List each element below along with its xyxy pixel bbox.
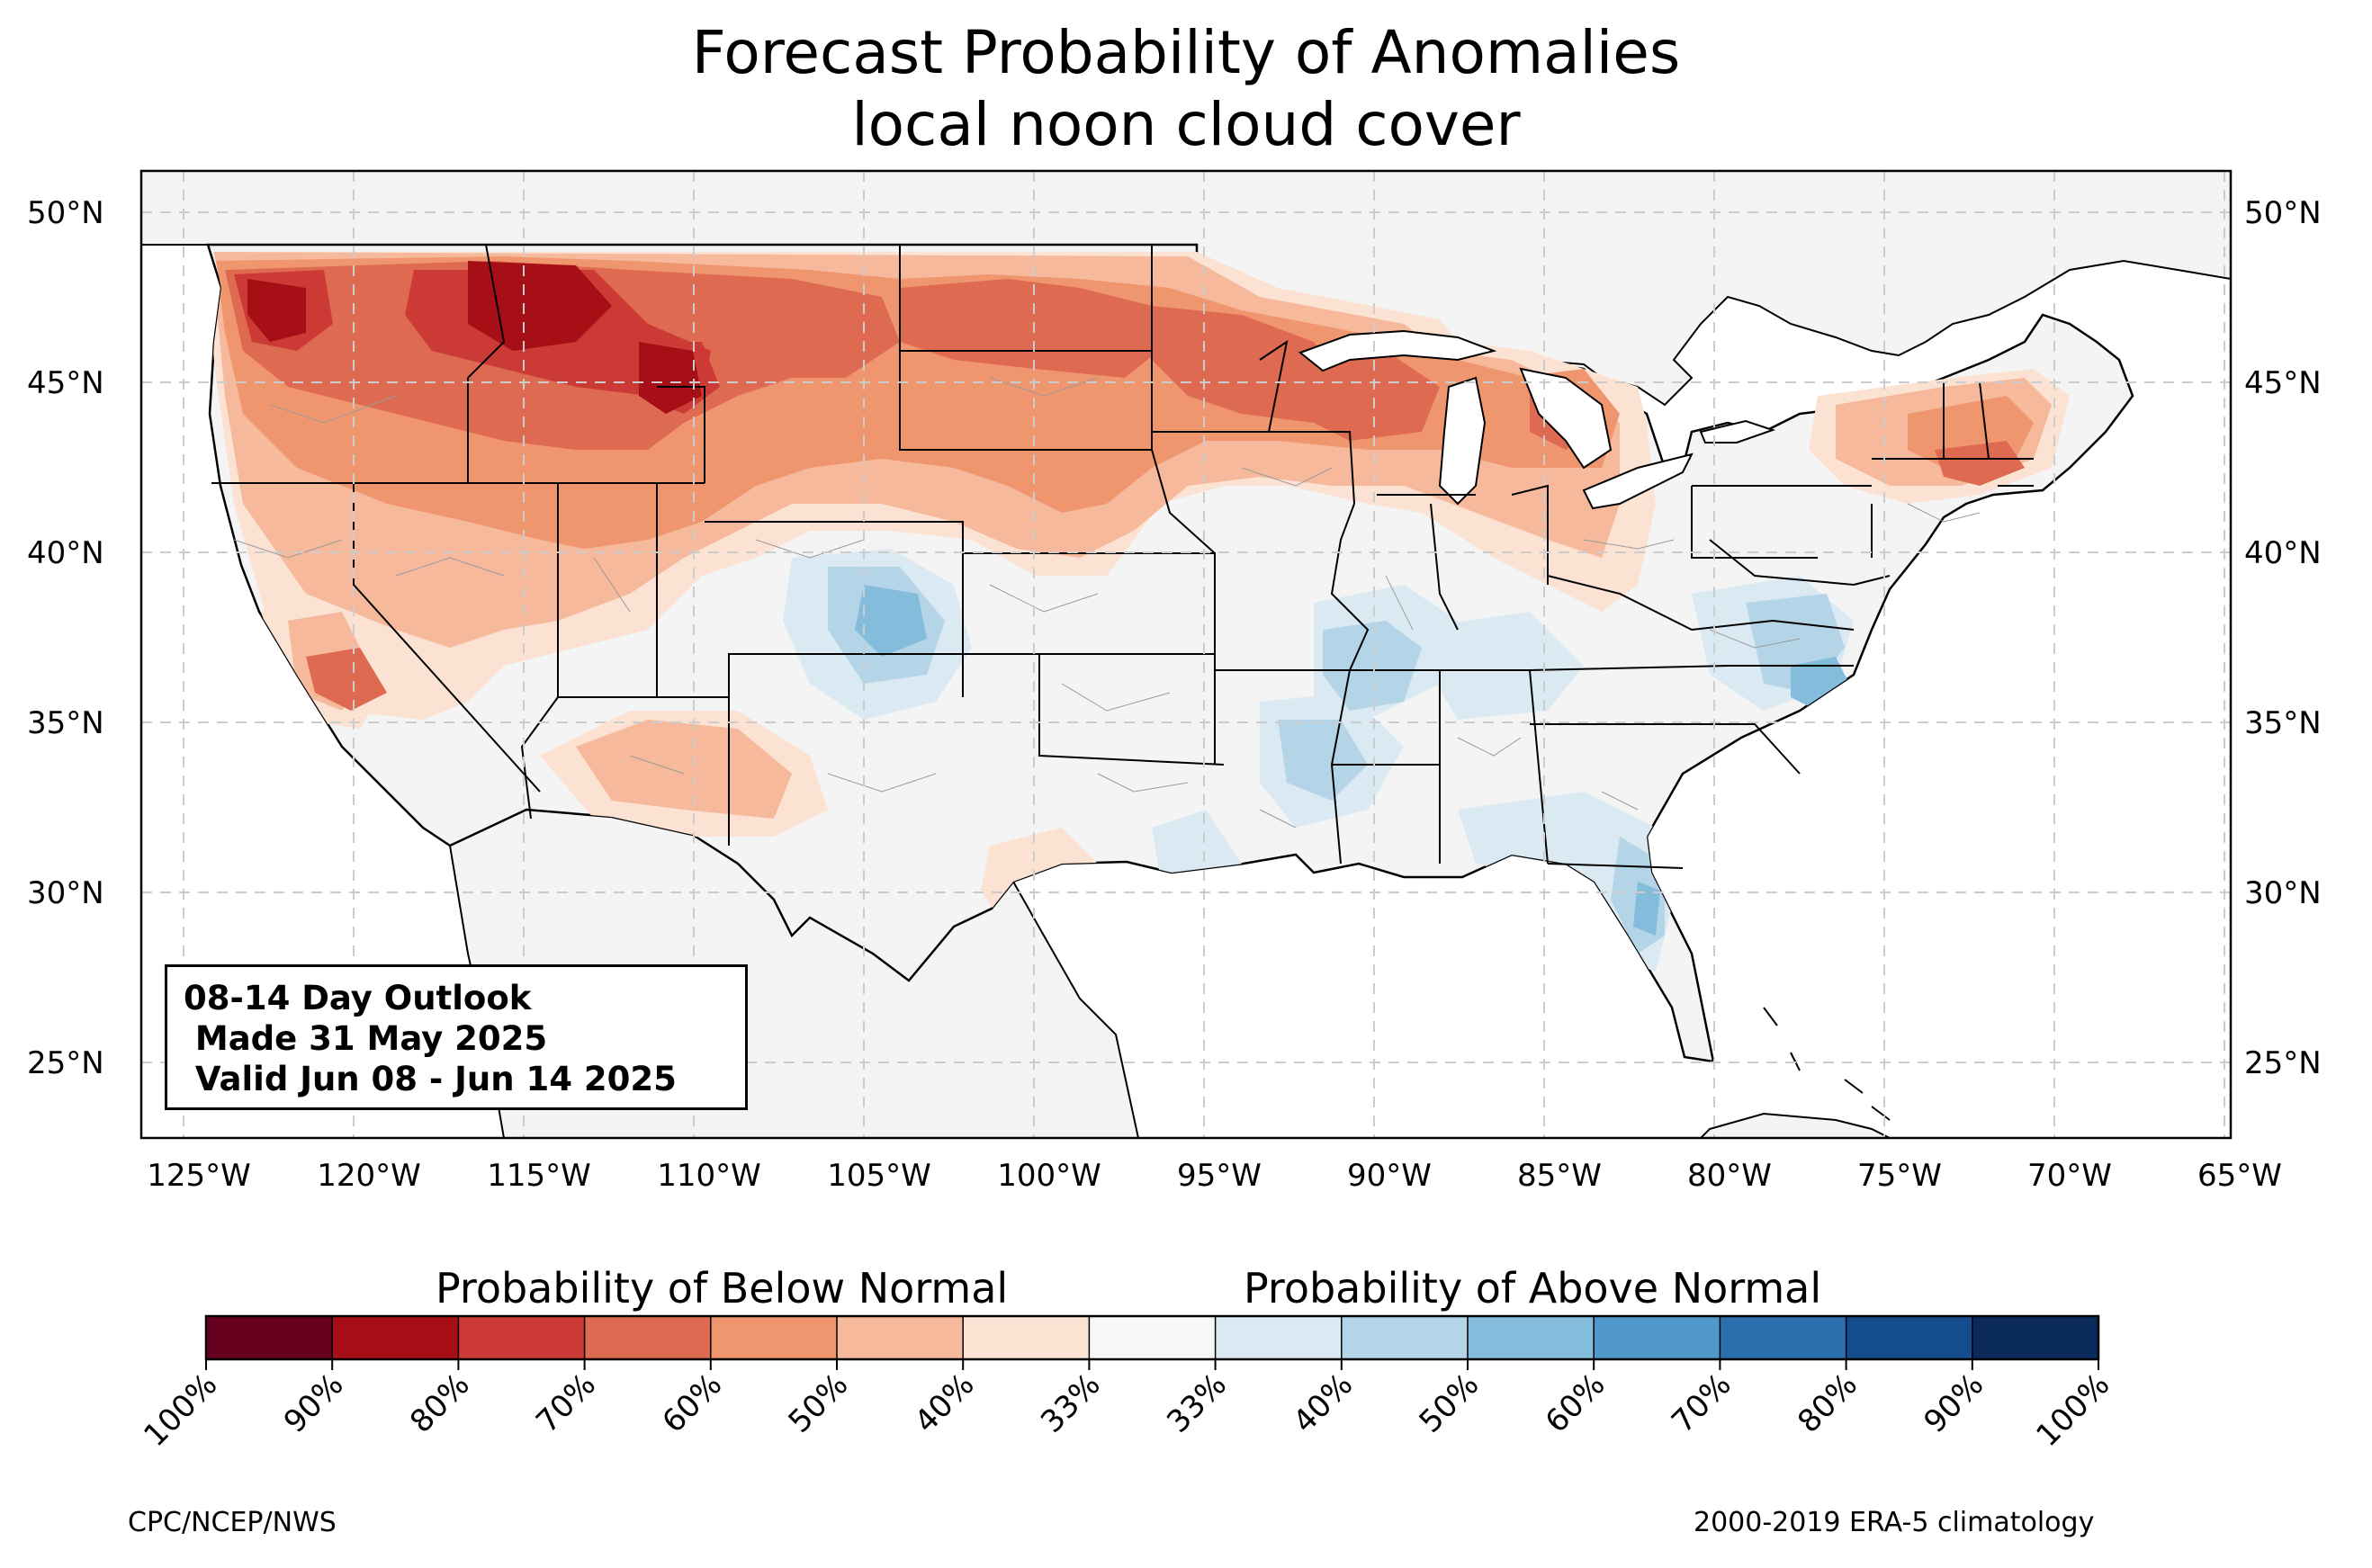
lon-label-65: 65°W xyxy=(2197,1158,2282,1194)
colorbar-swatch xyxy=(1468,1316,1595,1359)
colorbar-tick-label: 70% xyxy=(529,1366,603,1440)
lat-label-45-left: 45°N xyxy=(27,365,104,401)
below-normal-label: Probability of Below Normal xyxy=(436,1264,1009,1313)
lat-label-45-right: 45°N xyxy=(2244,365,2322,401)
lon-label-100: 100°W xyxy=(997,1158,1101,1194)
chart-title: Forecast Probability of Anomalies xyxy=(691,18,1681,87)
lake-erie xyxy=(1582,452,1694,510)
lat-axis-right: 50°N 45°N 40°N 35°N 30°N 25°N xyxy=(2244,195,2322,1081)
lat-label-30-left: 30°N xyxy=(27,875,104,911)
colorbar-tick-label: 33% xyxy=(1160,1366,1234,1440)
lon-label-110: 110°W xyxy=(657,1158,761,1194)
state-borders xyxy=(211,244,2034,869)
graticule xyxy=(141,171,2231,1138)
colorbar-tick-label: 100% xyxy=(137,1366,224,1454)
colorbar-swatch xyxy=(963,1316,1090,1359)
lon-label-95: 95°W xyxy=(1177,1158,1262,1194)
colorbar-swatch xyxy=(710,1316,838,1359)
map-frame xyxy=(139,169,2233,1140)
lon-label-120: 120°W xyxy=(317,1158,421,1194)
colorbar-tick-label: 100% xyxy=(2029,1366,2116,1454)
lat-label-35-left: 35°N xyxy=(27,705,104,741)
chart-subtitle: local noon cloud cover xyxy=(851,90,1521,159)
lon-label-85: 85°W xyxy=(1517,1158,1602,1194)
lon-label-105: 105°W xyxy=(827,1158,931,1194)
colorbar-swatch xyxy=(1720,1316,1847,1359)
colorbar-swatch xyxy=(332,1316,459,1359)
colorbar-tick-label: 80% xyxy=(403,1366,477,1440)
outlook-made-date: Made 31 May 2025 xyxy=(184,1019,548,1058)
lat-label-35-right: 35°N xyxy=(2244,705,2322,741)
lon-label-75: 75°W xyxy=(1857,1158,1942,1194)
colorbar-swatch xyxy=(1215,1316,1343,1359)
colorbar-tick-label: 60% xyxy=(1539,1366,1613,1440)
lat-axis-left: 50°N 45°N 40°N 35°N 30°N 25°N xyxy=(27,195,104,1081)
colorbar-tick-label: 50% xyxy=(1413,1366,1487,1440)
lon-label-70: 70°W xyxy=(2027,1158,2112,1194)
credit-right: 2000-2019 ERA-5 climatology xyxy=(1694,1507,2095,1538)
lat-label-25-left: 25°N xyxy=(27,1045,104,1081)
colorbar-swatches xyxy=(206,1316,2099,1359)
great-lakes xyxy=(1298,329,1776,510)
county-borders xyxy=(233,377,1981,829)
colorbar-swatch xyxy=(837,1316,964,1359)
colorbar-swatch xyxy=(206,1316,333,1359)
lat-label-25-right: 25°N xyxy=(2244,1045,2322,1081)
lat-label-40-left: 40°N xyxy=(27,535,104,571)
outlook-info-box: 08-14 Day Outlook Made 31 May 2025 Valid… xyxy=(165,964,748,1110)
colorbar-tick-label: 90% xyxy=(1917,1366,1990,1440)
colorbar-swatch xyxy=(1846,1316,1973,1359)
colorbar-tick-label: 90% xyxy=(277,1366,351,1440)
lon-label-115: 115°W xyxy=(487,1158,591,1194)
colorbar-tick-label: 50% xyxy=(782,1366,856,1440)
credit-left: CPC/NCEP/NWS xyxy=(128,1507,337,1538)
lon-label-90: 90°W xyxy=(1347,1158,1432,1194)
colorbar-swatch xyxy=(1972,1316,2099,1359)
colorbar-swatch xyxy=(1089,1316,1217,1359)
lon-label-80: 80°W xyxy=(1687,1158,1772,1194)
colorbar-ticks: 100% 90% 80% 70% 60% 50% 40% 33% 33% 40% 50% 60% 70%… xyxy=(137,1359,2116,1454)
colorbar-swatch xyxy=(458,1316,586,1359)
lon-axis: 125°W 120°W 115°W 110°W 105°W 100°W 95°W… xyxy=(147,1158,2282,1194)
colorbar-swatch xyxy=(1341,1316,1469,1359)
colorbar: 100% 90% 80% 70% 60% 50% 40% 33% 33% 40% 50% 60% 70%… xyxy=(137,1314,2116,1454)
lon-label-125: 125°W xyxy=(147,1158,251,1194)
outlook-valid-range: Valid Jun 08 - Jun 14 2025 xyxy=(184,1060,677,1098)
colorbar-tick-label: 40% xyxy=(908,1366,982,1440)
lake-ontario xyxy=(1699,419,1776,444)
colorbar-tick-label: 70% xyxy=(1665,1366,1739,1440)
colorbar-tick-label: 60% xyxy=(655,1366,729,1440)
lat-label-40-right: 40°N xyxy=(2244,535,2322,571)
lat-label-30-right: 30°N xyxy=(2244,875,2322,911)
colorbar-swatch xyxy=(584,1316,712,1359)
colorbar-tick-label: 33% xyxy=(1034,1366,1108,1440)
colorbar-swatch xyxy=(1594,1316,1721,1359)
colorbar-frame xyxy=(204,1314,2100,1361)
lat-label-50-right: 50°N xyxy=(2244,195,2322,231)
lake-superior xyxy=(1298,329,1497,372)
above-normal-label: Probability of Above Normal xyxy=(1244,1264,1822,1313)
colorbar-tick-label: 80% xyxy=(1791,1366,1864,1440)
outlook-period: 08-14 Day Outlook xyxy=(184,979,532,1017)
cuba-land xyxy=(1699,1112,1891,1138)
colorbar-tick-label: 40% xyxy=(1286,1366,1360,1440)
lat-label-50-left: 50°N xyxy=(27,195,104,231)
